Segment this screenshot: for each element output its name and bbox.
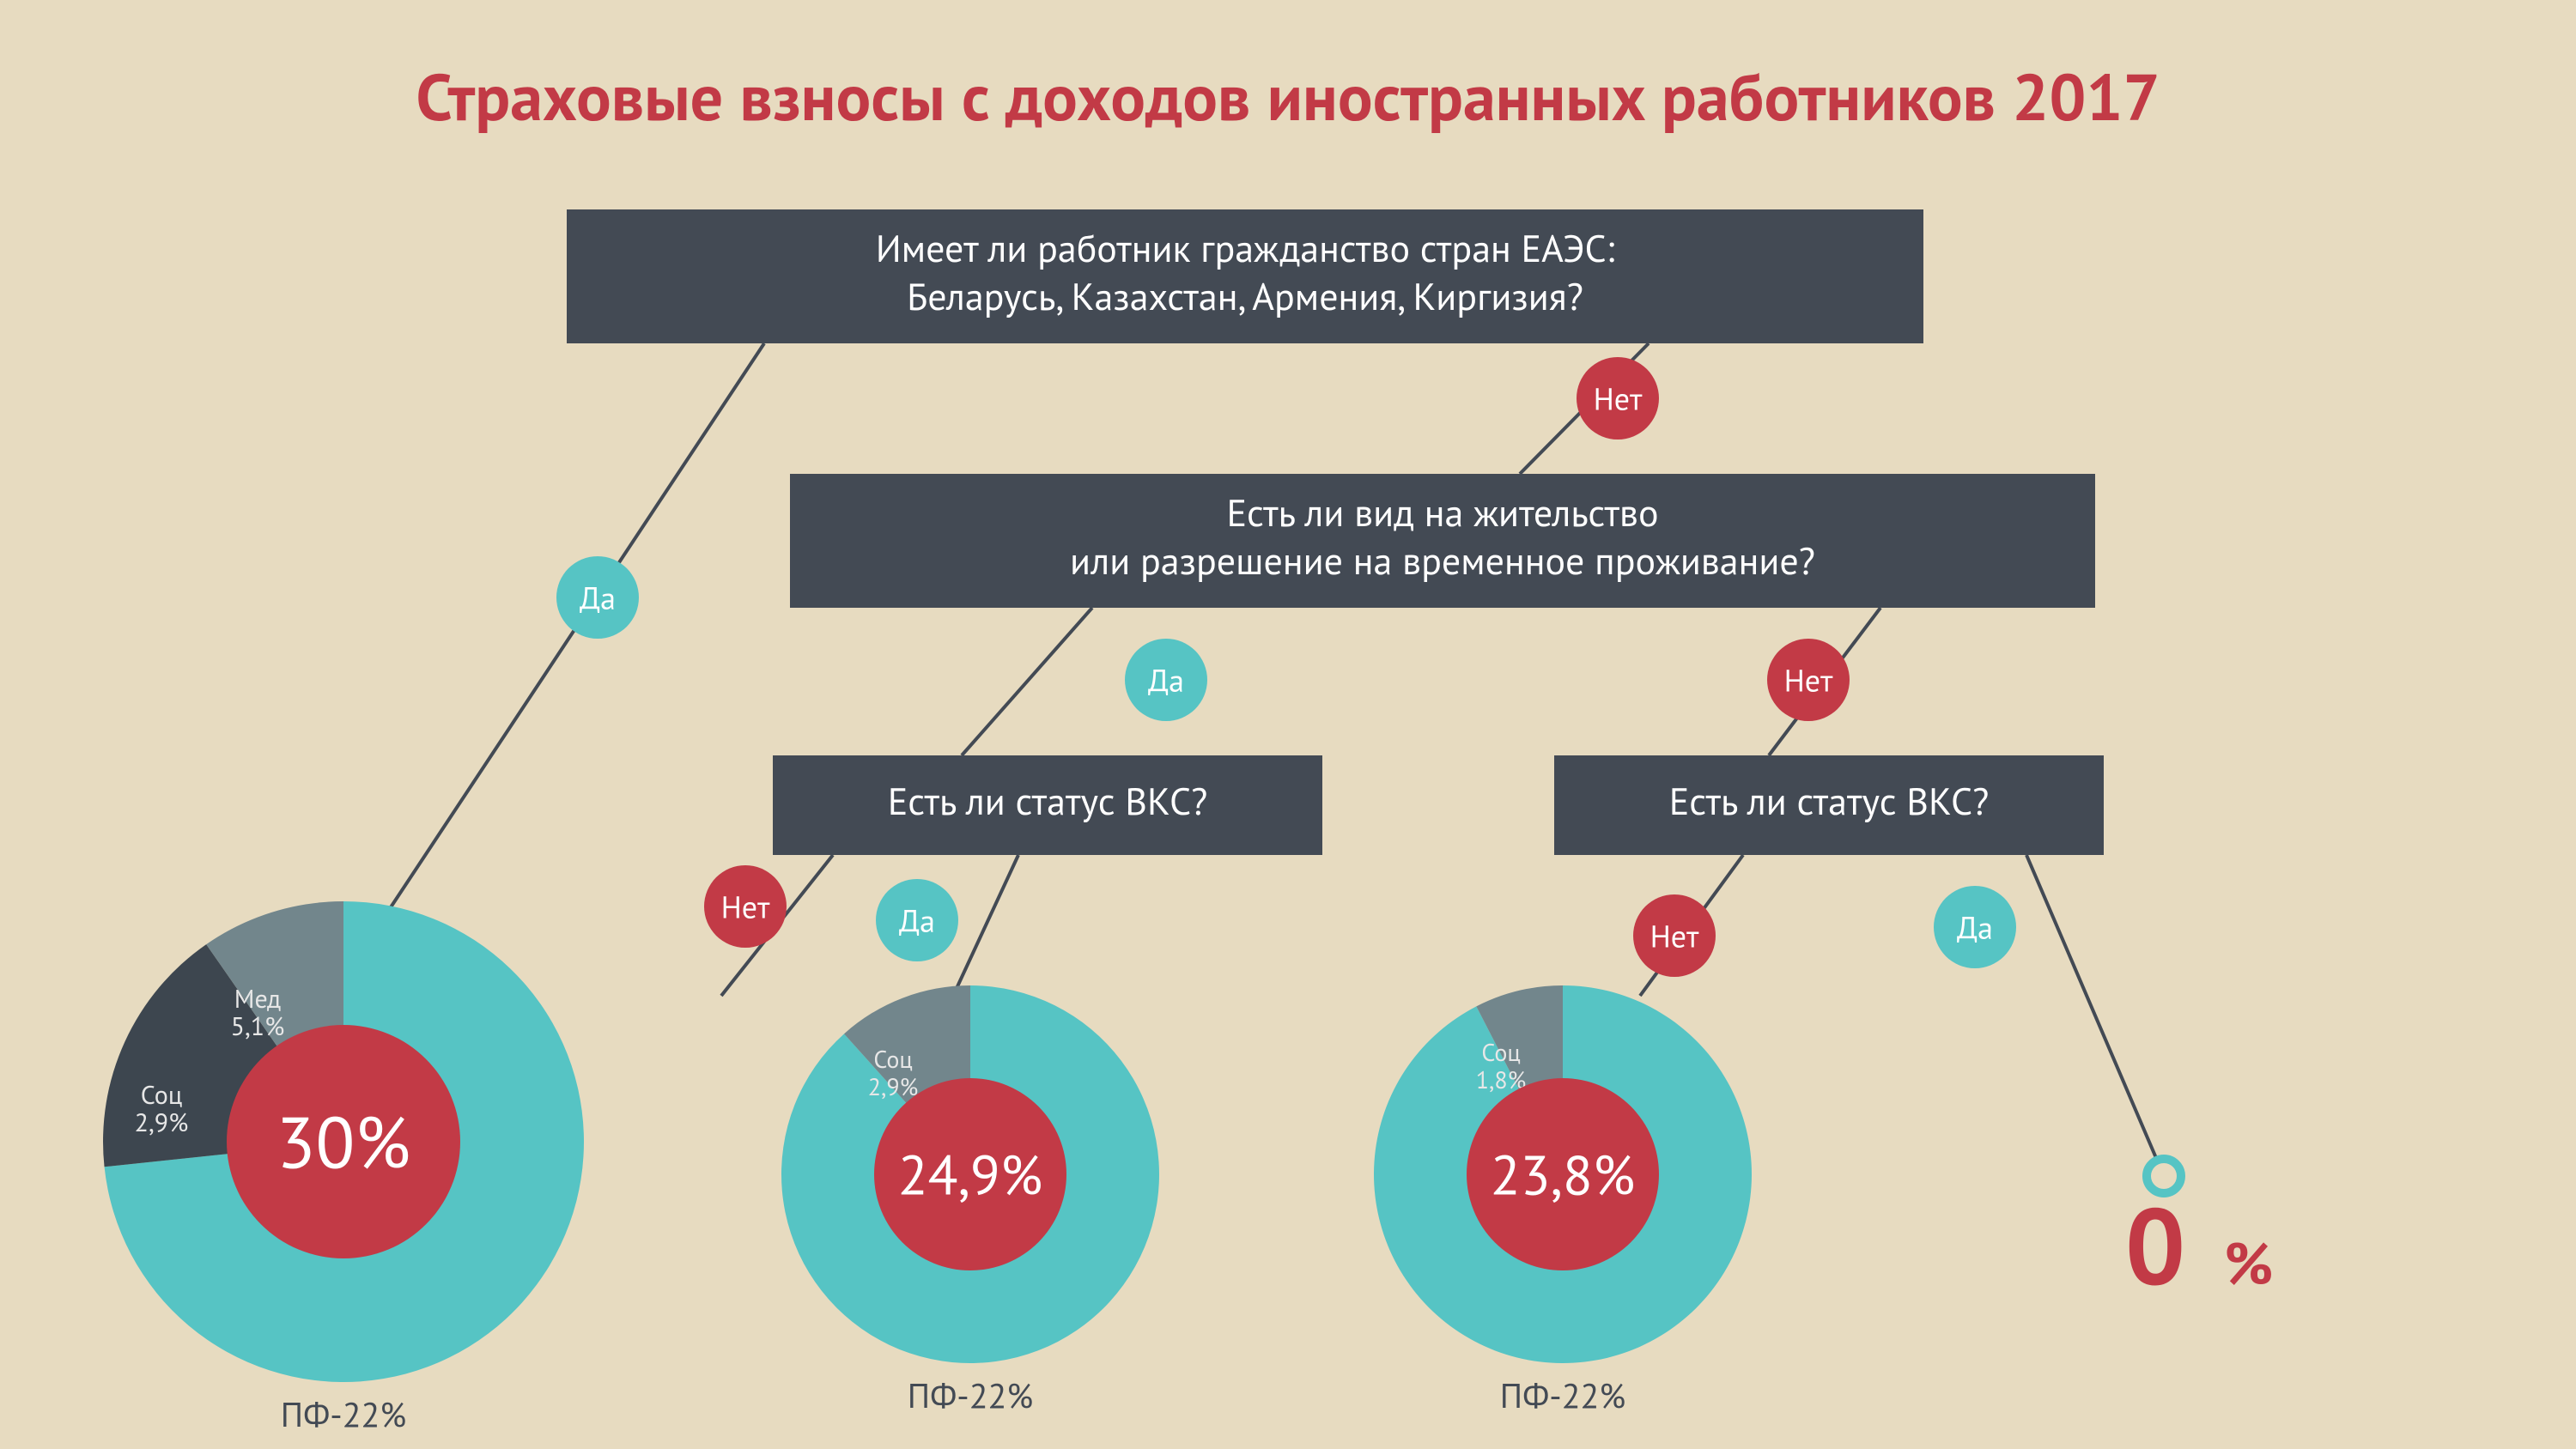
question-text: Имеет ли работник гражданство стран ЕАЭС… [876,224,1615,273]
badge-label: Нет [1594,379,1643,419]
badge-no: Нет [1577,357,1659,440]
badge-label: Да [580,578,616,618]
badge-no: Нет [1633,894,1716,977]
badge-label: Нет [1784,660,1833,700]
question-text: Беларусь, Казахстан, Армения, Киргизия? [907,272,1583,321]
pie-center-value: 24,9% [898,1139,1043,1210]
question-box-q2: Есть ли вид на жительствоили разрешение … [790,474,2095,608]
question-box-q3b: Есть ли статус ВКС? [1554,755,2104,855]
badge-yes: Да [1125,639,1207,721]
badge-label: Да [1148,660,1184,700]
pie-slice-label: 2,9% [868,1070,918,1102]
badge-yes: Да [556,556,639,639]
question-text: Есть ли вид на жительство [1226,488,1658,537]
badge-label: Да [899,900,935,941]
flowchart-canvas: Страховые взносы с доходов иностранных р… [0,0,2576,1449]
pie-slice-label: 5,1% [231,1009,285,1043]
pie-center-value: 30% [276,1095,411,1189]
pie-bottom-label: ПФ-22% [908,1373,1033,1418]
question-text: Есть ли статус ВКС? [1669,777,1990,826]
badge-no: Нет [1767,639,1850,721]
badge-no: Нет [704,865,787,948]
badge-yes: Да [1934,886,2016,968]
pie-center-value: 23,8% [1491,1139,1636,1210]
badge-label: Нет [1650,916,1699,956]
pie-slice-label: 2,9% [135,1106,189,1139]
zero-percent-value: 0 [2125,1177,2185,1314]
zero-percent-sign: % [2224,1225,2273,1300]
question-text: или разрешение на временное проживание? [1070,537,1815,585]
question-box-q1: Имеет ли работник гражданство стран ЕАЭС… [567,209,1923,343]
question-box-q3a: Есть ли статус ВКС? [773,755,1322,855]
question-text: Есть ли статус ВКС? [888,777,1208,826]
badge-label: Да [1957,907,1993,948]
page-title: Страховые взносы с доходов иностранных р… [416,54,2160,138]
pie-bottom-label: ПФ-22% [281,1392,406,1437]
badge-label: Нет [721,887,770,927]
pie-bottom-label: ПФ-22% [1500,1373,1625,1418]
badge-yes: Да [876,879,958,961]
